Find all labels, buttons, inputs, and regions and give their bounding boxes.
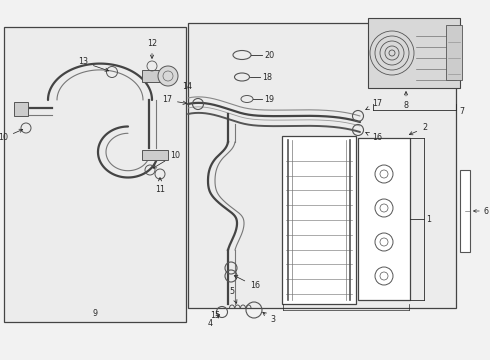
Bar [446, 25, 462, 80]
Text: 5: 5 [229, 288, 237, 303]
Bar [4, 27, 186, 322]
Text: 17: 17 [162, 95, 186, 104]
Text: 12: 12 [147, 39, 157, 58]
Text: 6: 6 [484, 207, 489, 216]
Text: 10: 10 [0, 129, 23, 143]
Circle shape [158, 66, 178, 86]
Text: 9: 9 [93, 310, 98, 319]
Bar [460, 170, 470, 252]
Text: 11: 11 [155, 177, 165, 194]
Text: 19: 19 [264, 94, 274, 104]
Text: 1: 1 [426, 215, 431, 224]
Text: 3: 3 [263, 312, 275, 324]
Bar [188, 23, 456, 308]
Text: 20: 20 [264, 50, 274, 59]
Bar [368, 18, 460, 88]
Text: 13: 13 [78, 58, 109, 71]
Bar [14, 102, 28, 116]
Text: 15: 15 [210, 311, 220, 320]
Text: 4: 4 [207, 315, 220, 328]
Bar [142, 70, 164, 82]
Text: 7: 7 [459, 108, 464, 117]
Bar [358, 138, 410, 300]
Text: 10: 10 [153, 150, 180, 168]
Text: 16: 16 [234, 276, 260, 291]
Bar [142, 150, 168, 160]
Text: 2: 2 [409, 123, 427, 135]
Text: 18: 18 [262, 72, 272, 81]
Text: 16: 16 [366, 132, 382, 143]
Text: 14: 14 [182, 82, 192, 91]
Text: 8: 8 [403, 92, 409, 111]
Bar [282, 136, 356, 304]
Text: 17: 17 [366, 99, 382, 110]
